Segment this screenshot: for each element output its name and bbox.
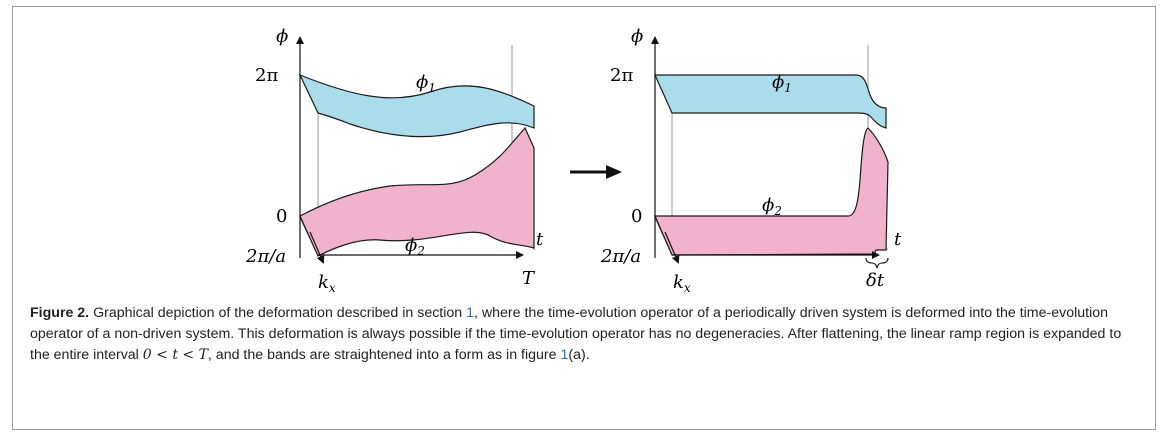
right-band2 — [654, 127, 889, 256]
caption-math-interval: 0 < t < T — [142, 347, 208, 363]
left-panel: ϕ 2π 0 2π/a t kx T ϕ1 ϕ2 — [245, 26, 544, 295]
left-kx-label: kx — [318, 272, 336, 295]
left-t-label: t — [536, 229, 544, 250]
caption-figure-ref[interactable]: 1 — [560, 347, 569, 363]
caption-text-d: (a). — [568, 347, 590, 363]
left-band2 — [299, 126, 535, 257]
left-T-label: T — [522, 268, 536, 289]
caption-text-b: , where the time-evolution operator of a… — [30, 305, 1122, 363]
left-phi1-label: ϕ1 — [416, 72, 436, 95]
right-kx-label: kx — [673, 272, 691, 295]
right-panel: ϕ 2π 0 2π/a t kx δt ϕ1 ϕ2 — [600, 26, 902, 295]
right-zero-label: 0 — [631, 206, 642, 227]
left-2pi-label: 2π — [255, 65, 278, 86]
right-band1 — [654, 74, 887, 129]
left-phi2-label: ϕ2 — [405, 235, 425, 258]
caption-section-ref[interactable]: 1 — [466, 305, 475, 321]
transition-arrow — [570, 165, 622, 179]
left-kx-axis — [309, 231, 325, 264]
right-phi-label: ϕ — [631, 26, 643, 47]
right-2pia-label: 2π/a — [600, 246, 641, 267]
right-dt-brace — [865, 257, 889, 269]
left-zero-label: 0 — [276, 206, 287, 227]
left-phi-label: ϕ — [276, 26, 288, 47]
figure-frame — [12, 6, 1156, 430]
right-kx-axis — [664, 231, 680, 264]
caption-text-c: , and the bands are straightened into a … — [207, 347, 561, 363]
figure-caption: Figure 2. Graphical depiction of the def… — [30, 303, 1130, 366]
left-2pia-label: 2π/a — [245, 246, 286, 267]
right-dt-label: δt — [866, 270, 885, 291]
right-phi1-label: ϕ1 — [772, 72, 792, 95]
caption-label: Figure 2. — [30, 305, 90, 321]
right-t-label: t — [894, 229, 902, 250]
right-phi2-label: ϕ2 — [762, 195, 782, 218]
figure-diagram: ϕ 2π 0 2π/a t kx T ϕ1 ϕ2 — [245, 26, 902, 295]
left-band1 — [298, 73, 535, 138]
right-2pi-label: 2π — [610, 65, 633, 86]
caption-text-a: Graphical depiction of the deformation d… — [89, 305, 467, 321]
